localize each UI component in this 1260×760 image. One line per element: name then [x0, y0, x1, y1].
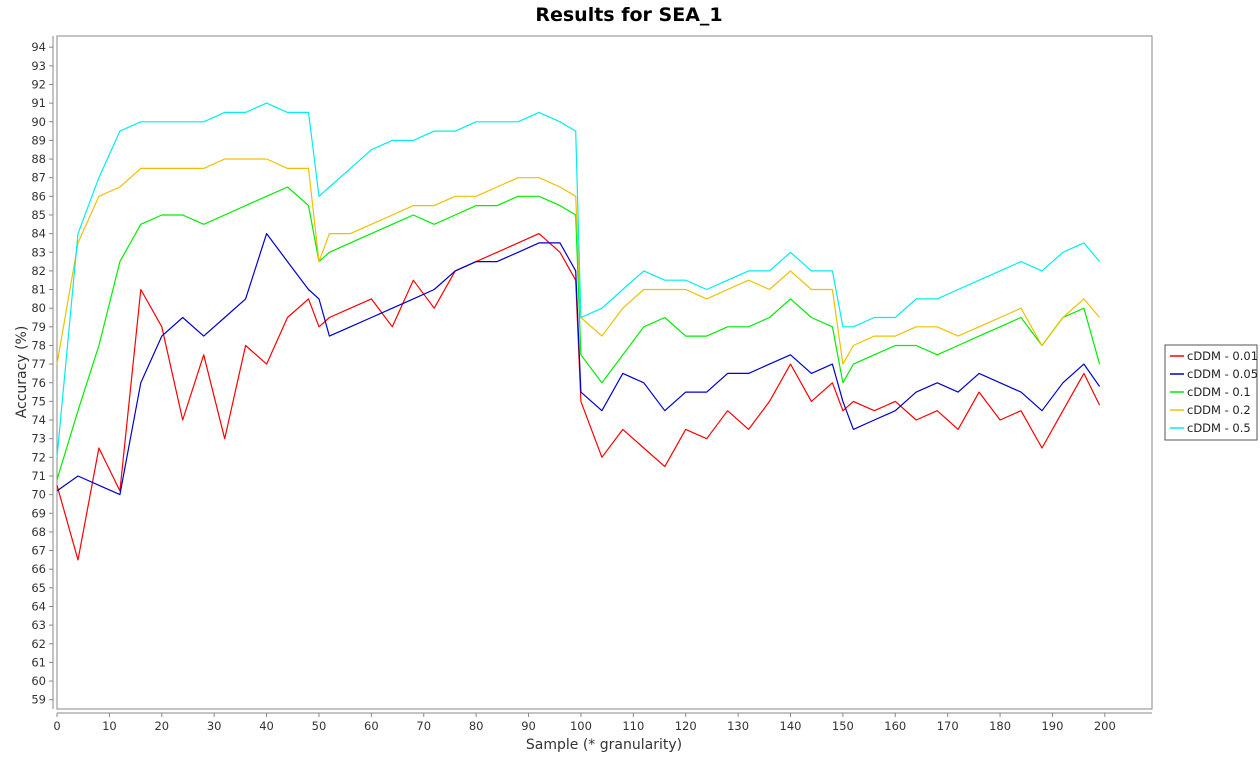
- y-tick-label: 68: [31, 525, 46, 539]
- x-axis-ticks: 0 10 20 30 40 50 60 70 80 90 100 110 120 130 140 150 160…: [53, 713, 1116, 733]
- legend-entry: cDDM - 0.5: [1187, 421, 1251, 435]
- chart-title: Results for SEA_1: [535, 4, 722, 26]
- y-axis-label: Accuracy (%): [14, 326, 30, 419]
- plot-area: [56, 35, 1153, 710]
- y-tick-label: 70: [31, 488, 46, 502]
- legend-entry: cDDM - 0.01: [1187, 349, 1258, 363]
- series-lines: [56, 102, 1101, 561]
- x-tick-label: 10: [102, 719, 117, 733]
- y-tick-label: 94: [31, 40, 46, 54]
- y-tick-label: 66: [31, 562, 46, 576]
- y-tick-label: 64: [31, 599, 46, 613]
- x-tick-label: 60: [364, 719, 379, 733]
- x-tick-label: 150: [832, 719, 854, 733]
- x-tick-label: 190: [1041, 719, 1063, 733]
- y-tick-label: 65: [31, 581, 46, 595]
- x-tick-label: 20: [154, 719, 169, 733]
- x-tick-label: 100: [570, 719, 592, 733]
- y-tick-label: 93: [31, 59, 46, 73]
- x-tick-label: 140: [780, 719, 802, 733]
- y-tick-label: 92: [31, 77, 46, 91]
- y-tick-label: 77: [31, 357, 46, 371]
- y-tick-label: 79: [31, 320, 46, 334]
- y-tick-label: 80: [31, 301, 46, 315]
- x-tick-label: 0: [53, 719, 60, 733]
- x-tick-label: 130: [727, 719, 749, 733]
- legend-entry: cDDM - 0.05: [1187, 367, 1258, 381]
- x-tick-label: 120: [675, 719, 697, 733]
- x-tick-label: 180: [989, 719, 1011, 733]
- y-tick-label: 85: [31, 208, 46, 222]
- x-axis-label: Sample (* granularity): [526, 737, 682, 753]
- y-tick-label: 91: [31, 96, 46, 110]
- y-tick-label: 82: [31, 264, 46, 278]
- y-tick-label: 69: [31, 506, 46, 520]
- legend-entry: cDDM - 0.1: [1187, 385, 1251, 399]
- y-tick-label: 89: [31, 133, 46, 147]
- x-tick-label: 40: [259, 719, 274, 733]
- y-tick-label: 74: [31, 413, 46, 427]
- x-tick-label: 170: [937, 719, 959, 733]
- y-tick-label: 61: [31, 655, 46, 669]
- legend-entry: cDDM - 0.2: [1187, 403, 1251, 417]
- y-tick-label: 90: [31, 115, 46, 129]
- y-tick-label: 63: [31, 618, 46, 632]
- x-tick-label: 110: [622, 719, 644, 733]
- y-axis-ticks: 59 60 61 62 63 64 65 66 67 68 69 70 71 72 73 74 75 76 77 78…: [31, 40, 53, 707]
- series-line-5: [56, 102, 1101, 458]
- y-tick-label: 87: [31, 171, 46, 185]
- x-tick-label: 70: [416, 719, 431, 733]
- y-tick-label: 86: [31, 189, 46, 203]
- y-tick-label: 60: [31, 674, 46, 688]
- x-tick-label: 90: [521, 719, 536, 733]
- series-line-2: [56, 233, 1101, 496]
- x-tick-label: 80: [469, 719, 484, 733]
- legend: cDDM - 0.01 cDDM - 0.05 cDDM - 0.1 cDDM - 0…: [1164, 344, 1258, 441]
- y-tick-label: 81: [31, 283, 46, 297]
- y-tick-label: 73: [31, 432, 46, 446]
- y-tick-label: 71: [31, 469, 46, 483]
- y-tick-label: 62: [31, 637, 46, 651]
- y-tick-label: 67: [31, 544, 46, 558]
- x-tick-label: 200: [1094, 719, 1116, 733]
- y-tick-label: 88: [31, 152, 46, 166]
- y-tick-label: 83: [31, 245, 46, 259]
- y-tick-label: 75: [31, 394, 46, 408]
- series-line-3: [56, 186, 1101, 480]
- x-tick-label: 50: [312, 719, 327, 733]
- y-tick-label: 78: [31, 338, 46, 352]
- y-tick-label: 72: [31, 450, 46, 464]
- x-tick-label: 160: [884, 719, 906, 733]
- y-tick-label: 59: [31, 693, 46, 707]
- y-tick-label: 76: [31, 376, 46, 390]
- x-tick-label: 30: [207, 719, 222, 733]
- series-line-4: [56, 158, 1101, 365]
- y-tick-label: 84: [31, 227, 46, 241]
